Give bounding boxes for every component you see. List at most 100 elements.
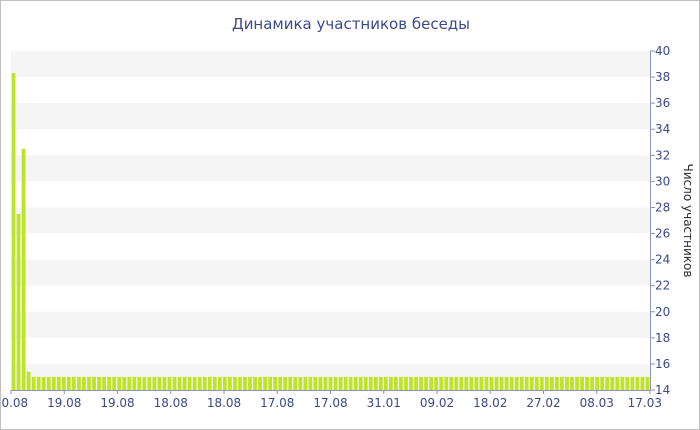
bar bbox=[449, 376, 454, 390]
y-tick-label: 16 bbox=[655, 357, 670, 371]
bar bbox=[605, 376, 610, 390]
bar bbox=[544, 376, 549, 390]
bar bbox=[620, 376, 625, 390]
bar bbox=[595, 376, 600, 390]
grid-bands bbox=[11, 51, 650, 390]
x-tick-label: 18.08 bbox=[207, 396, 241, 410]
bar bbox=[207, 376, 212, 390]
bar bbox=[243, 376, 247, 390]
bar bbox=[373, 376, 378, 390]
bars bbox=[11, 73, 650, 391]
bar bbox=[31, 376, 36, 390]
bar bbox=[459, 376, 464, 390]
bar bbox=[132, 376, 137, 390]
x-ticks: 20.08 19.08 19.08 18.08 18.08 17.08 17.08 31.01… bbox=[1, 390, 662, 410]
bar bbox=[524, 376, 529, 390]
bar bbox=[555, 376, 559, 390]
bar bbox=[227, 376, 232, 390]
bar bbox=[192, 376, 197, 390]
bar bbox=[142, 376, 147, 390]
bar bbox=[97, 376, 101, 390]
bar bbox=[283, 376, 288, 390]
y-tick-label: 34 bbox=[655, 122, 670, 136]
bar bbox=[353, 376, 358, 390]
bar bbox=[253, 376, 257, 390]
bar bbox=[127, 376, 132, 390]
bar bbox=[489, 376, 494, 390]
bar bbox=[630, 376, 635, 390]
x-tick-label: 19.08 bbox=[47, 396, 81, 410]
bar bbox=[217, 376, 222, 390]
bar bbox=[82, 376, 86, 390]
bar bbox=[575, 376, 579, 390]
bar bbox=[474, 376, 479, 390]
y-tick-label: 22 bbox=[655, 279, 670, 293]
bar bbox=[112, 376, 117, 390]
bar bbox=[137, 376, 142, 390]
y-tick-label: 28 bbox=[655, 200, 670, 214]
bar bbox=[580, 376, 584, 390]
bar bbox=[409, 376, 413, 390]
bar bbox=[419, 376, 423, 390]
bar bbox=[494, 376, 499, 390]
x-tick-label: 20.08 bbox=[1, 396, 28, 410]
bar bbox=[585, 376, 590, 390]
bar bbox=[16, 213, 21, 390]
bar bbox=[504, 376, 509, 390]
bar bbox=[338, 376, 343, 390]
bar bbox=[570, 376, 574, 390]
bar bbox=[343, 376, 348, 390]
bar bbox=[147, 376, 152, 390]
x-tick-label: 17.08 bbox=[313, 396, 347, 410]
x-tick-label: 31.01 bbox=[367, 396, 401, 410]
bar bbox=[509, 376, 514, 390]
bar bbox=[177, 376, 182, 390]
x-tick-label: 18.08 bbox=[154, 396, 188, 410]
bar bbox=[182, 376, 187, 390]
bar bbox=[313, 376, 318, 390]
bar bbox=[615, 376, 620, 390]
bar bbox=[197, 376, 202, 390]
bar bbox=[383, 376, 388, 390]
bar bbox=[21, 148, 26, 390]
bar bbox=[222, 376, 227, 390]
y-ticks: 14 16 18 20 22 24 26 28 30 32 34 36 38 40 bbox=[650, 44, 670, 397]
bar bbox=[429, 376, 434, 390]
bar bbox=[404, 376, 408, 390]
bar bbox=[348, 376, 353, 390]
y-tick-label: 24 bbox=[655, 253, 670, 267]
x-tick-label: 19.08 bbox=[100, 396, 134, 410]
bar bbox=[434, 376, 439, 390]
bar bbox=[454, 376, 459, 390]
bar bbox=[610, 376, 615, 390]
bar bbox=[92, 376, 96, 390]
bar bbox=[56, 376, 61, 390]
bar bbox=[71, 376, 76, 390]
y-tick-label: 20 bbox=[655, 305, 670, 319]
bar bbox=[394, 376, 398, 390]
bar bbox=[358, 376, 363, 390]
bar bbox=[560, 376, 564, 390]
bar bbox=[51, 376, 56, 390]
bar bbox=[479, 376, 484, 390]
bar bbox=[303, 376, 308, 390]
bar bbox=[625, 376, 630, 390]
bar bbox=[640, 376, 645, 390]
bar bbox=[77, 376, 81, 390]
x-tick-label: 17.08 bbox=[260, 396, 294, 410]
bar bbox=[288, 376, 293, 390]
bar bbox=[248, 376, 252, 390]
bar bbox=[333, 376, 338, 390]
x-tick-label: 08.03 bbox=[580, 396, 614, 410]
bar bbox=[167, 376, 172, 390]
bar bbox=[122, 376, 127, 390]
bar bbox=[232, 376, 237, 390]
bar bbox=[539, 376, 544, 390]
bar bbox=[263, 376, 267, 390]
bar bbox=[464, 376, 469, 390]
bar bbox=[399, 376, 403, 390]
bar bbox=[258, 376, 262, 390]
bar bbox=[323, 376, 328, 390]
x-tick-label: 17.03 bbox=[628, 396, 662, 410]
grid-band bbox=[11, 155, 650, 182]
